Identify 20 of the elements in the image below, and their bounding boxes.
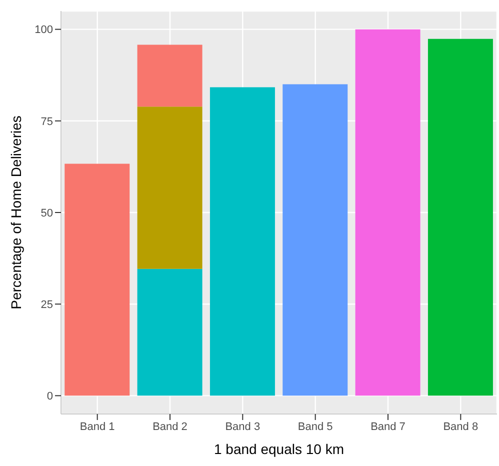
bar — [137, 106, 202, 269]
y-tick-label: 75 — [40, 116, 53, 128]
x-tick-label: Band 5 — [298, 420, 333, 433]
x-tick-label: Band 2 — [152, 420, 188, 433]
y-axis-title: Percentage of Home Deliveries — [8, 116, 24, 310]
y-tick-label: 50 — [40, 207, 53, 220]
x-axis-title: 1 band equals 10 km — [214, 441, 344, 457]
bar — [137, 44, 202, 107]
x-tick-label: Band 1 — [80, 420, 115, 433]
x-tick-label: Band 3 — [225, 420, 260, 433]
y-tick-label: 25 — [40, 298, 53, 311]
bar — [282, 84, 348, 396]
bar — [428, 38, 493, 396]
bar — [137, 268, 202, 396]
bar — [210, 87, 275, 396]
y-tick-label: 100 — [34, 24, 53, 36]
y-tick-label: 0 — [46, 390, 53, 403]
x-tick-label: Band 8 — [443, 420, 478, 433]
x-tick-label: Band 7 — [370, 420, 406, 433]
bar — [355, 29, 420, 396]
